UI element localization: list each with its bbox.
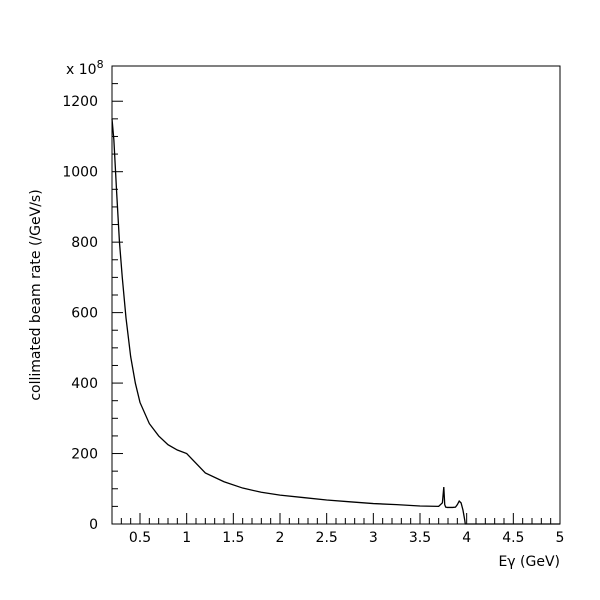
x-tick-label: 3 xyxy=(369,530,378,546)
x-tick-label: 1 xyxy=(182,530,191,546)
series-layer xyxy=(111,118,560,525)
series-line xyxy=(111,118,560,525)
x-axis-ticks: 0.5 1 1.5 2 2.5 3 3.5 4 4.5 5 xyxy=(111,513,565,546)
y-tick-label: 400 xyxy=(71,376,98,392)
y-multiplier-exponent: 8 xyxy=(97,58,104,71)
y-tick-label: 1200 xyxy=(62,94,98,110)
x-tick-label: 0.5 xyxy=(129,530,151,546)
y-axis-ticks: 0 200 400 600 800 1000 1200 xyxy=(62,65,123,533)
y-tick-label: 1000 xyxy=(62,165,98,181)
y-tick-label: 0 xyxy=(89,517,98,533)
y-tick-label: 200 xyxy=(71,447,98,463)
x-axis-title: Eγ (GeV) xyxy=(498,554,560,570)
y-tick-label: 800 xyxy=(71,235,98,251)
x-tick-label: 4 xyxy=(462,530,471,546)
y-multiplier-base: x 10 xyxy=(66,62,97,78)
x-tick-label: 3.5 xyxy=(409,530,431,546)
y-tick-label: 600 xyxy=(71,306,98,322)
x-tick-label: 2.5 xyxy=(316,530,338,546)
y-multiplier: x 108 xyxy=(66,58,104,78)
x-tick-label: 1.5 xyxy=(222,530,244,546)
plot-frame xyxy=(111,65,561,525)
x-tick-label: 5 xyxy=(556,530,565,546)
y-axis-title: collimated beam rate (/GeV/s) xyxy=(28,189,44,400)
x-tick-label: 2 xyxy=(276,530,285,546)
x-tick-label: 4.5 xyxy=(502,530,524,546)
